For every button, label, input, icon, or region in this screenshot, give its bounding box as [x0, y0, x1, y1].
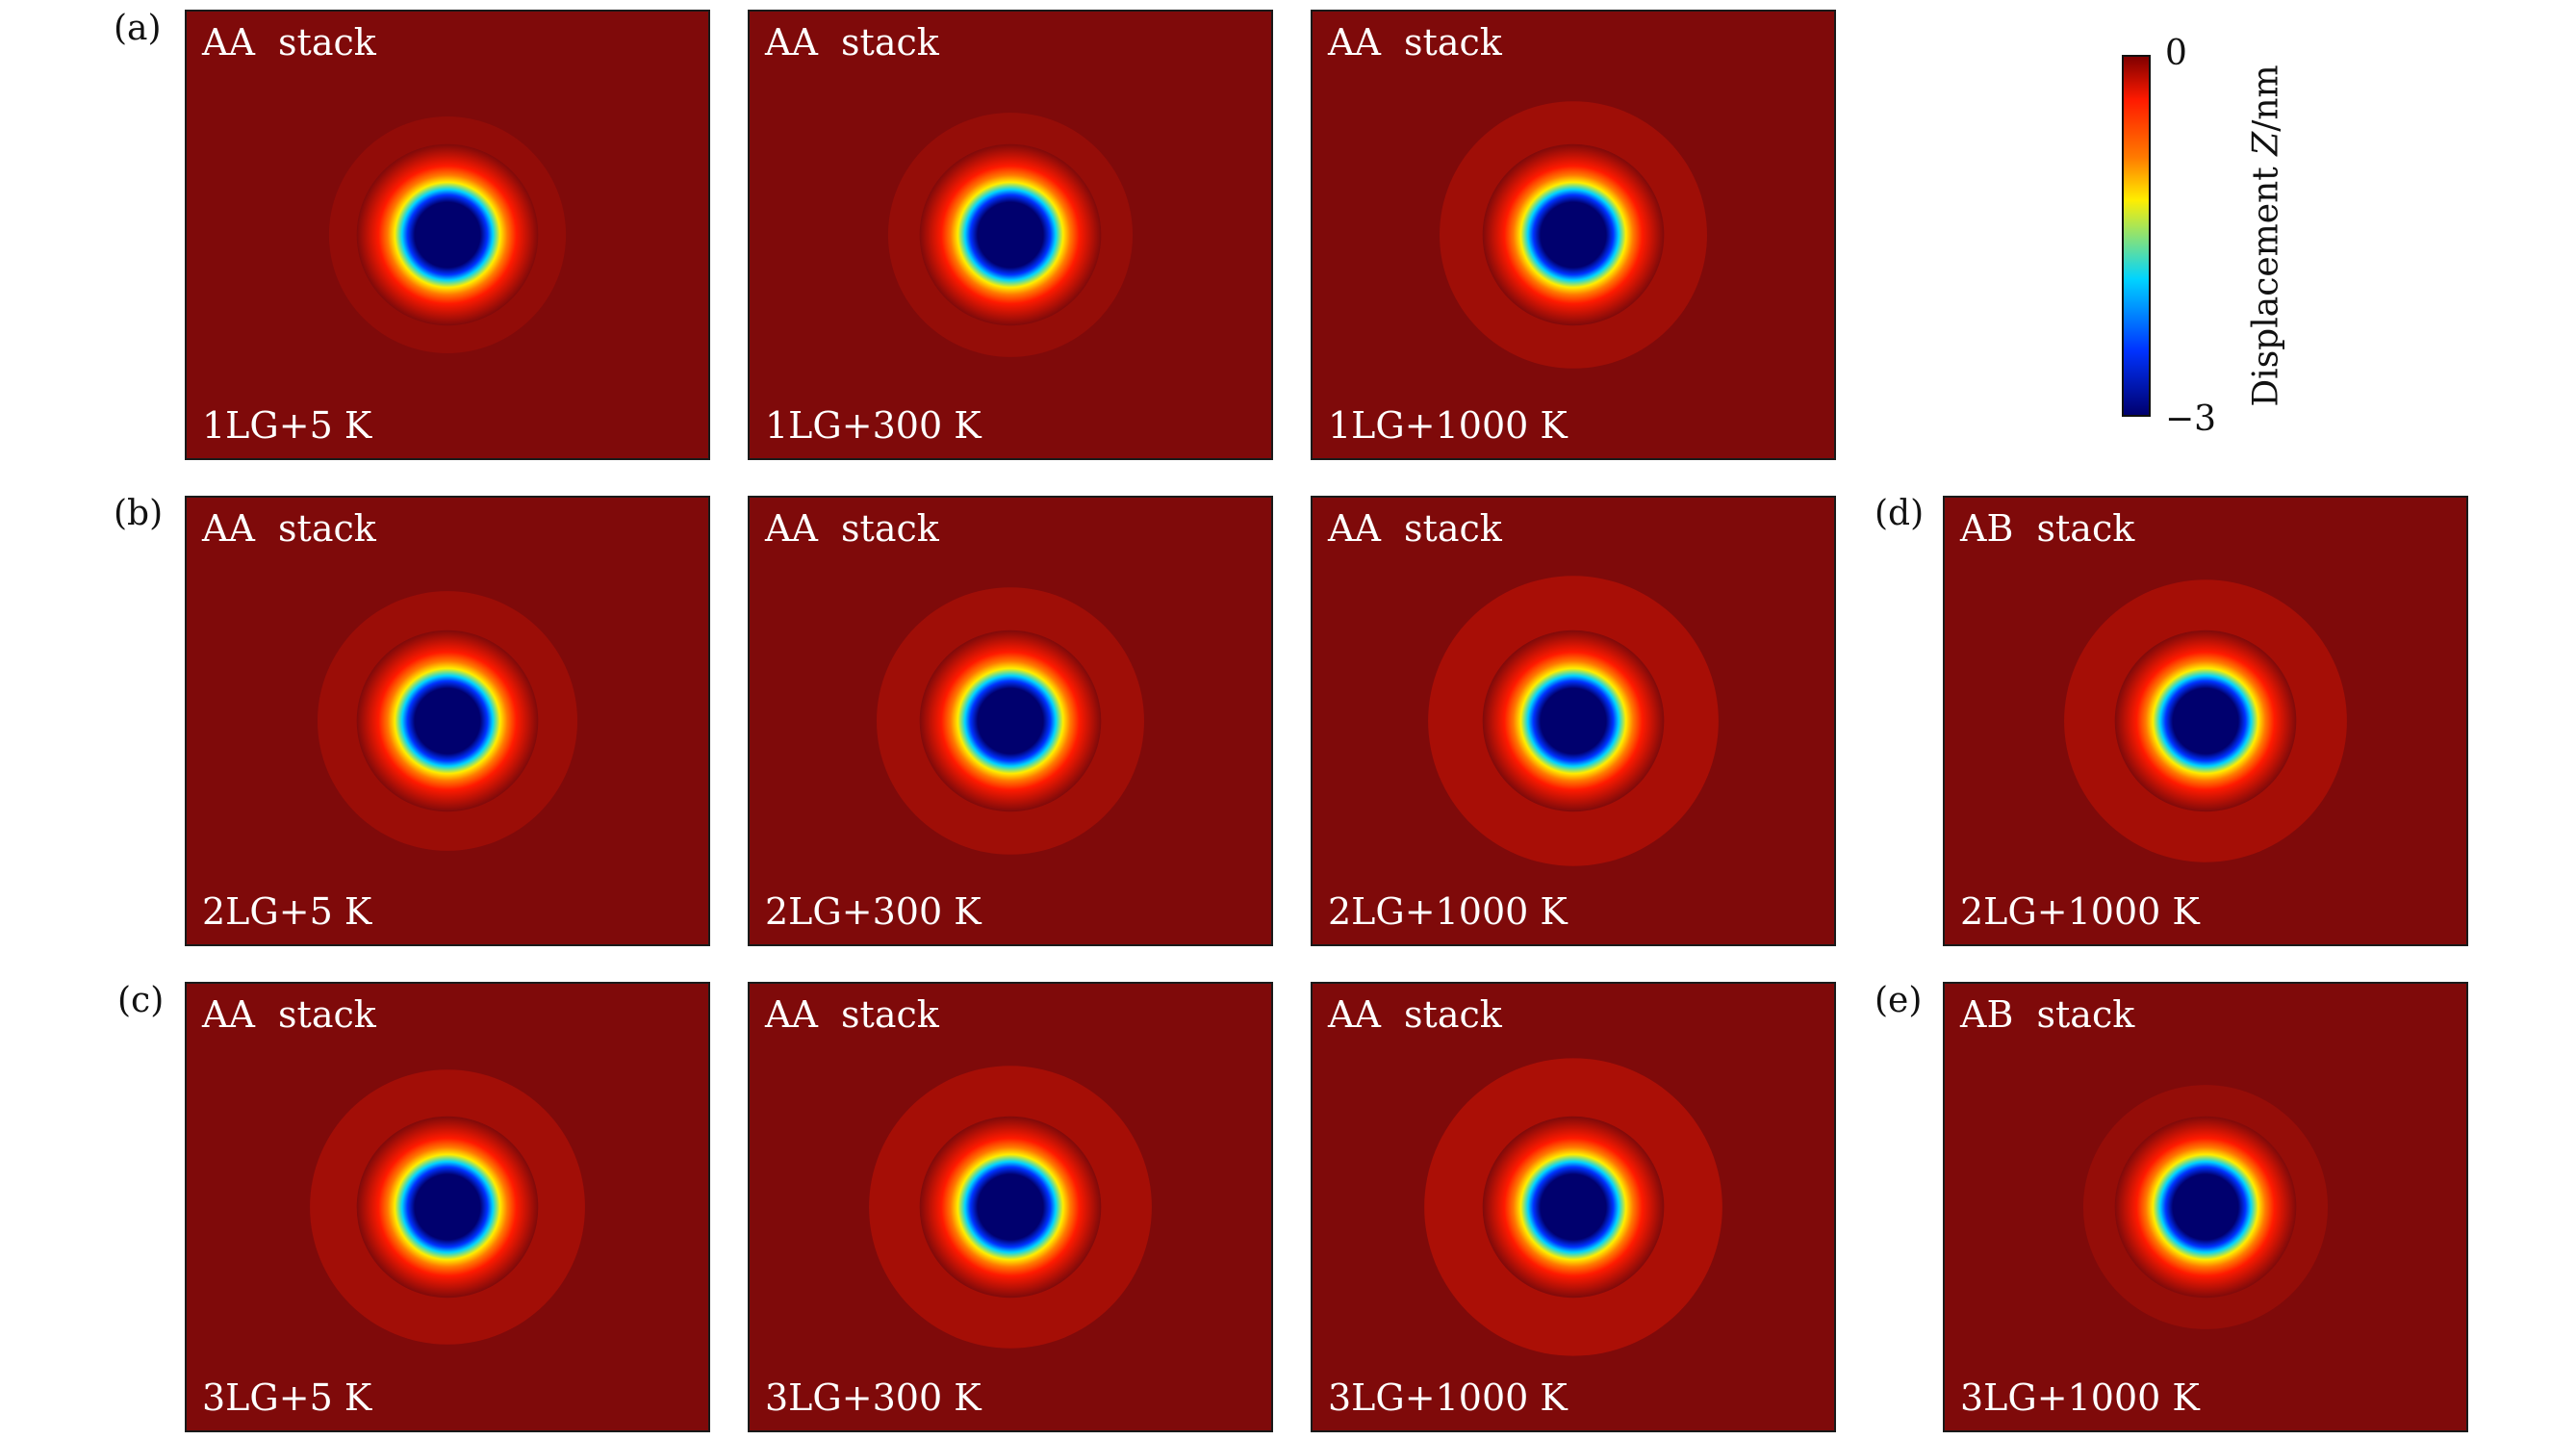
colorbar-axis-label-unit: /nm	[2246, 64, 2286, 132]
panel-ab-3lg-1000k: AB stack 3LG+1000 K	[1943, 982, 2468, 1432]
row-label-b: (b)	[114, 494, 164, 533]
indentation-disk	[1482, 630, 1665, 812]
displacement-map	[187, 12, 708, 458]
indentation-disk	[1482, 143, 1665, 326]
stack-label: AA stack	[765, 507, 939, 550]
panel-1lg-300k: AA stack 1LG+300 K	[748, 10, 1273, 460]
colorbar-axis-label: Displacement Z/nm	[2247, 64, 2286, 406]
indentation-disk	[2114, 1116, 2297, 1299]
indentation-disk	[356, 1116, 539, 1299]
stack-label: AA stack	[202, 993, 376, 1036]
condition-label: 1LG+300 K	[765, 404, 982, 448]
indentation-disk	[1482, 1116, 1665, 1299]
panel-ab-2lg-1000k: AB stack 2LG+1000 K	[1943, 496, 2468, 946]
condition-label: 1LG+1000 K	[1328, 404, 1568, 448]
indentation-disk	[2114, 630, 2297, 812]
stack-label: AA stack	[202, 21, 376, 64]
indentation-disk	[919, 1116, 1102, 1299]
stack-label: AA stack	[1328, 993, 1502, 1036]
colorbar-max-label: 0	[2165, 34, 2187, 73]
condition-label: 2LG+1000 K	[1960, 890, 2200, 934]
stack-label: AB stack	[1960, 507, 2135, 550]
colorbar-min-label: −3	[2165, 399, 2217, 439]
panel-1lg-1000k: AA stack 1LG+1000 K	[1311, 10, 1836, 460]
indentation-disk	[919, 630, 1102, 812]
displacement-map	[187, 498, 708, 944]
indentation-disk	[919, 143, 1102, 326]
condition-label: 2LG+5 K	[202, 890, 372, 934]
condition-label: 2LG+1000 K	[1328, 890, 1568, 934]
displacement-map	[750, 984, 1271, 1430]
panel-2lg-300k: AA stack 2LG+300 K	[748, 496, 1273, 946]
displacement-map	[1313, 984, 1834, 1430]
panel-3lg-5k: AA stack 3LG+5 K	[185, 982, 710, 1432]
panel-3lg-1000k: AA stack 3LG+1000 K	[1311, 982, 1836, 1432]
indentation-disk	[356, 143, 539, 326]
condition-label: 3LG+1000 K	[1328, 1376, 1568, 1420]
panel-2lg-1000k: AA stack 2LG+1000 K	[1311, 496, 1836, 946]
stack-label: AB stack	[1960, 993, 2135, 1036]
row-label-c: (c)	[117, 981, 165, 1020]
colorbar-axis-label-prefix: Displacement	[2246, 155, 2286, 407]
colorbar-axis-label-var: Z	[2246, 131, 2286, 156]
condition-label: 1LG+5 K	[202, 404, 372, 448]
row-label-d: (d)	[1875, 494, 1925, 533]
row-label-e: (e)	[1875, 981, 1923, 1020]
stack-label: AA stack	[1328, 507, 1502, 550]
condition-label: 3LG+5 K	[202, 1376, 372, 1420]
displacement-map	[1313, 12, 1834, 458]
condition-label: 3LG+1000 K	[1960, 1376, 2200, 1420]
panel-1lg-5k: AA stack 1LG+5 K	[185, 10, 710, 460]
stack-label: AA stack	[1328, 21, 1502, 64]
panel-3lg-300k: AA stack 3LG+300 K	[748, 982, 1273, 1432]
displacement-map	[1945, 498, 2466, 944]
displacement-map	[750, 498, 1271, 944]
condition-label: 2LG+300 K	[765, 890, 982, 934]
displacement-map	[1945, 984, 2466, 1430]
condition-label: 3LG+300 K	[765, 1376, 982, 1420]
indentation-disk	[356, 630, 539, 812]
colorbar	[2122, 55, 2151, 417]
panel-2lg-5k: AA stack 2LG+5 K	[185, 496, 710, 946]
displacement-map	[750, 12, 1271, 458]
displacement-map	[1313, 498, 1834, 944]
stack-label: AA stack	[765, 21, 939, 64]
row-label-a: (a)	[114, 9, 162, 48]
stack-label: AA stack	[202, 507, 376, 550]
stack-label: AA stack	[765, 993, 939, 1036]
displacement-map	[187, 984, 708, 1430]
